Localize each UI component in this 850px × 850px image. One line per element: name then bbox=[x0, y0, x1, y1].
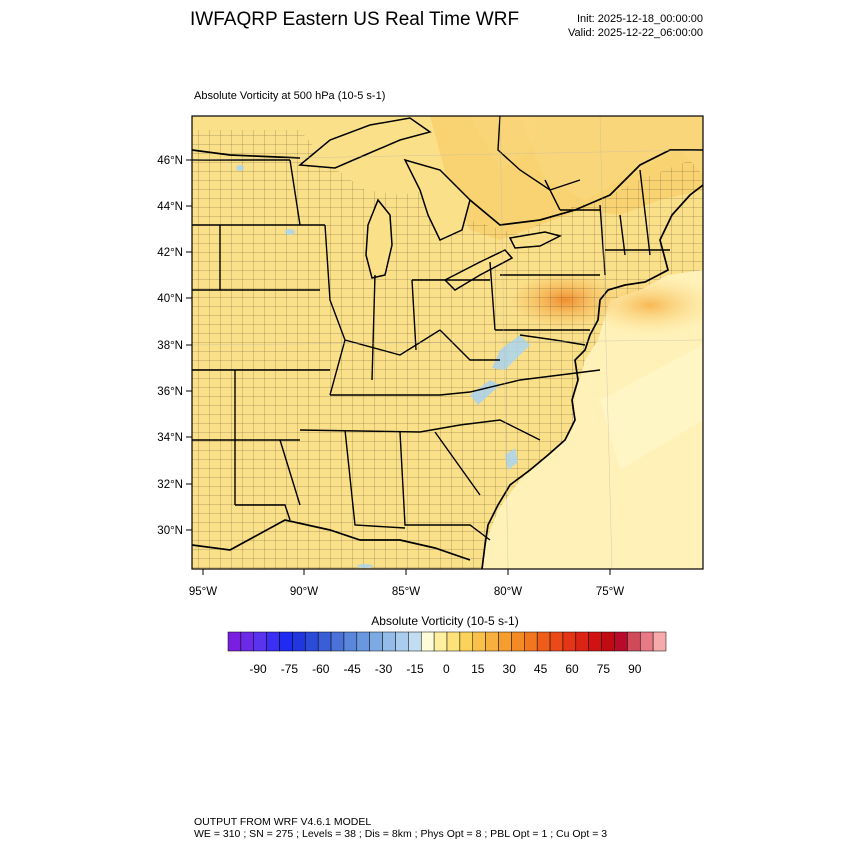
lat-label-38: 38°N bbox=[157, 340, 183, 352]
great-lakes bbox=[298, 117, 563, 291]
colorbar-tick-label: 15 bbox=[471, 662, 485, 676]
colorbar-swatch bbox=[395, 631, 409, 652]
footer-settings-line: WE = 310 ; SN = 275 ; Levels = 38 ; Dis … bbox=[194, 828, 608, 840]
colorbar-swatch bbox=[627, 631, 641, 652]
colorbar-swatch bbox=[639, 631, 654, 652]
colorbar-title: Absolute Vorticity (10-5 s-1) bbox=[371, 614, 519, 628]
canada-border bbox=[192, 149, 703, 226]
colorbar-swatch bbox=[330, 631, 345, 652]
latitude-axis: 46°N 44°N 42°N 40°N 38°N 36°N 34°N 32°N … bbox=[157, 155, 192, 537]
lat-label-32: 32°N bbox=[157, 479, 183, 491]
hudson-bay-coast bbox=[497, 116, 581, 191]
lat-label-46: 46°N bbox=[157, 155, 183, 167]
lon-label-85w: 85°W bbox=[392, 586, 420, 598]
colorbar-swatch bbox=[305, 631, 319, 652]
colorbar-swatch bbox=[536, 631, 551, 652]
lake-superior bbox=[298, 117, 432, 169]
colorbar-swatch bbox=[240, 631, 255, 652]
lon-label-80w: 80°W bbox=[494, 586, 522, 598]
ontario-shading bbox=[470, 116, 540, 170]
plot-title: Absolute Vorticity at 500 hPa (10-5 s-1) bbox=[194, 90, 386, 102]
colorbar-swatch bbox=[420, 631, 435, 652]
colorbar bbox=[227, 631, 667, 652]
colorbar-swatch bbox=[408, 631, 422, 652]
plot-frame bbox=[191, 115, 704, 570]
colorbar-swatch bbox=[472, 631, 486, 652]
colorbar-tick-label: -60 bbox=[312, 662, 330, 676]
colorbar-tick-label: -90 bbox=[249, 662, 267, 676]
colorbar-tick-label: -75 bbox=[281, 662, 299, 676]
colorbar-swatch bbox=[652, 631, 667, 652]
footer-model-line: OUTPUT FROM WRF V4.6.1 MODEL bbox=[194, 816, 372, 828]
lat-label-36: 36°N bbox=[157, 386, 183, 398]
colorbar-swatch bbox=[279, 631, 293, 652]
colorbar-labels: -90 -75 -60 -45 -30 -15 0 15 30 45 60 75 90 bbox=[249, 662, 641, 676]
colorbar-swatch bbox=[356, 631, 370, 652]
init-time: Init: 2025-12-18_00:00:00 bbox=[577, 13, 703, 25]
state-boundaries bbox=[192, 159, 670, 541]
colorbar-swatch bbox=[433, 631, 448, 652]
colorbar-swatch bbox=[292, 631, 306, 652]
colorbar-swatch bbox=[459, 631, 474, 652]
colorbar-swatch bbox=[601, 631, 615, 652]
longitude-axis: 95°W 90°W 85°W 80°W 75°W bbox=[189, 569, 624, 598]
main-title: IWFAQRP Eastern US Real Time WRF bbox=[190, 9, 520, 30]
colorbar-swatch bbox=[485, 631, 499, 652]
lake-huron bbox=[403, 158, 471, 241]
colorbar-swatch bbox=[511, 631, 525, 652]
colorbar-swatch bbox=[575, 631, 589, 652]
colorbar-tick-label: 45 bbox=[534, 662, 548, 676]
colorbar-tick-label: 0 bbox=[443, 662, 450, 676]
gulf-coast bbox=[192, 519, 471, 561]
lon-label-90w: 90°W bbox=[290, 586, 318, 598]
county-boundaries bbox=[192, 130, 703, 569]
lat-label-30: 30°N bbox=[157, 525, 183, 537]
colorbar-tick-label: -15 bbox=[406, 662, 424, 676]
colorbar-swatch bbox=[382, 631, 396, 652]
colorbar-tick-label: -45 bbox=[344, 662, 362, 676]
lake-michigan bbox=[365, 198, 393, 279]
colorbar-swatch bbox=[369, 631, 383, 652]
lon-label-95w: 95°W bbox=[189, 586, 217, 598]
colorbar-swatch bbox=[317, 631, 332, 652]
lat-label-44: 44°N bbox=[157, 201, 183, 213]
lat-label-42: 42°N bbox=[157, 247, 183, 259]
ocean-light-streak bbox=[600, 345, 703, 470]
colorbar-tick-label: 60 bbox=[565, 662, 579, 676]
lake-ontario bbox=[508, 231, 563, 249]
coastline bbox=[481, 184, 703, 569]
colorbar-swatch bbox=[549, 631, 564, 652]
colorbar-swatch bbox=[588, 631, 602, 652]
colorbar-swatch bbox=[614, 631, 628, 652]
colorbar-swatch bbox=[524, 631, 538, 652]
colorbar-swatch bbox=[266, 631, 280, 652]
colorbar-tick-label: -30 bbox=[375, 662, 393, 676]
colorbar-tick-label: 30 bbox=[503, 662, 517, 676]
colorbar-tick-label: 75 bbox=[597, 662, 611, 676]
lat-label-40: 40°N bbox=[157, 293, 183, 305]
valid-time: Valid: 2025-12-22_06:00:00 bbox=[568, 27, 703, 39]
colorbar-tick-label: 90 bbox=[628, 662, 642, 676]
colorbar-swatch bbox=[498, 631, 512, 652]
colorbar-swatch bbox=[253, 631, 267, 652]
lon-label-75w: 75°W bbox=[596, 586, 624, 598]
graticule bbox=[192, 116, 703, 569]
lat-label-34: 34°N bbox=[157, 432, 183, 444]
colorbar-swatch bbox=[227, 631, 242, 652]
colorbar-swatch bbox=[446, 631, 461, 652]
colorbar-swatch bbox=[343, 631, 358, 652]
water-features bbox=[236, 165, 530, 568]
colorbar-swatch bbox=[562, 631, 577, 652]
